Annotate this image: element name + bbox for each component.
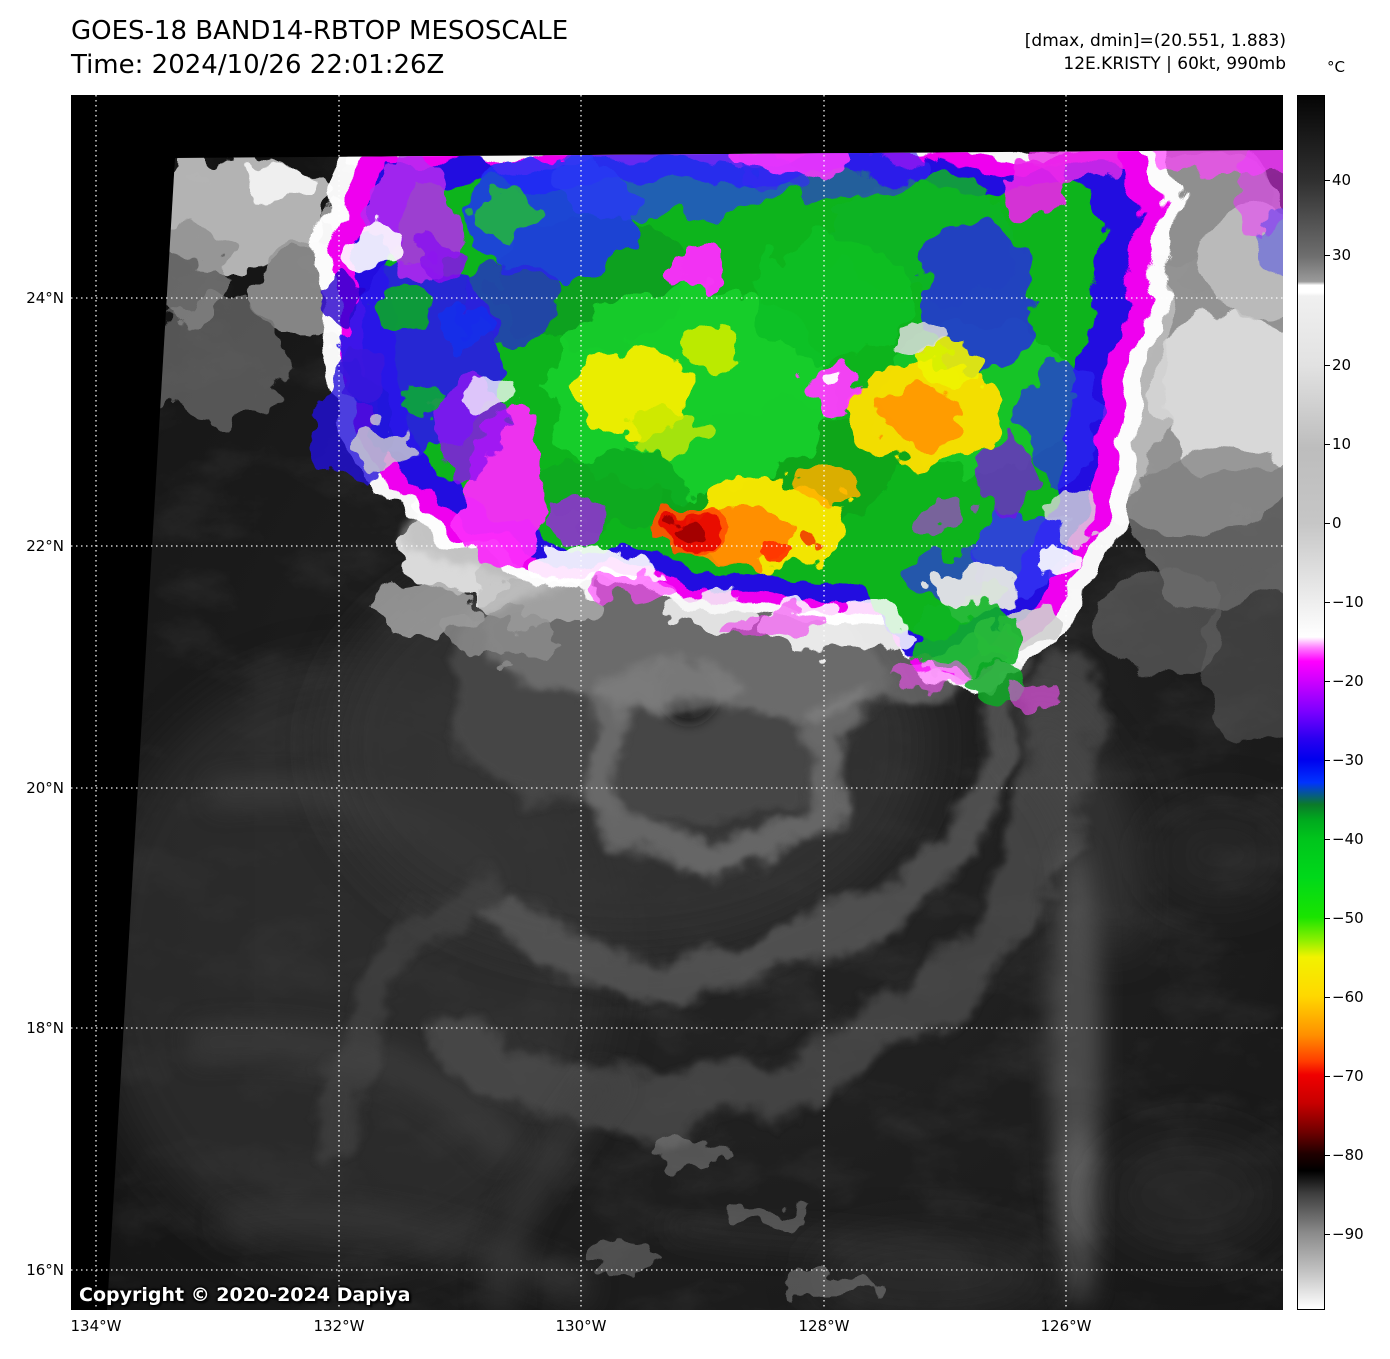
colorbar-tick-10: 10: [1324, 435, 1376, 453]
cold-cloud-shield: [313, 150, 1283, 714]
lat-label-22n: 22°N: [26, 537, 64, 555]
colorbar-tick-0: 0: [1324, 514, 1376, 532]
header-right: [dmax, dmin]=(20.551, 1.883) 12E.KRISTY …: [1025, 30, 1286, 76]
lon-label-132w: 132°W: [313, 1317, 365, 1335]
colorbar: [1297, 95, 1325, 1310]
image-timestamp: Time: 2024/10/26 22:01:26Z: [71, 50, 445, 80]
colorbar-tick-m20: −20: [1324, 672, 1376, 690]
lat-label-18n: 18°N: [26, 1019, 64, 1037]
dmax-dmin-readout: [dmax, dmin]=(20.551, 1.883): [1024, 31, 1286, 51]
image-title: GOES-18 BAND14-RBTOP MESOSCALE: [71, 16, 569, 46]
colorbar-tick-m40: −40: [1324, 830, 1376, 848]
colorbar-tick-40: 40: [1324, 171, 1376, 189]
lon-label-126w: 126°W: [1040, 1317, 1092, 1335]
colorbar-tick-20: 20: [1324, 356, 1376, 374]
satellite-map: Copyright © 2020-2024 Dapiya: [71, 95, 1283, 1310]
lat-label-16n: 16°N: [26, 1261, 64, 1279]
lon-label-134w: 134°W: [70, 1317, 122, 1335]
lat-label-24n: 24°N: [26, 289, 64, 307]
colorbar-unit-label: °C: [1327, 58, 1345, 76]
copyright-watermark: Copyright © 2020-2024 Dapiya: [79, 1284, 411, 1306]
colorbar-tick-30: 30: [1324, 246, 1376, 264]
lon-label-130w: 130°W: [555, 1317, 607, 1335]
header-left: GOES-18 BAND14-RBTOP MESOSCALE Time: 202…: [71, 14, 568, 82]
storm-info: 12E.KRISTY | 60kt, 990mb: [1063, 54, 1286, 74]
lat-label-20n: 20°N: [26, 779, 64, 797]
colorbar-tick-m30: −30: [1324, 751, 1376, 769]
colorbar-tick-m10: −10: [1324, 593, 1376, 611]
colorbar-tick-m90: −90: [1324, 1225, 1376, 1243]
shield-interior-detail: [313, 150, 1283, 714]
colorbar-tick-m70: −70: [1324, 1067, 1376, 1085]
satellite-imagery: [71, 95, 1283, 1310]
colorbar-tick-m80: −80: [1324, 1146, 1376, 1164]
colorbar-tick-m50: −50: [1324, 909, 1376, 927]
grid-lines: [71, 95, 1283, 1310]
colorbar-tick-m60: −60: [1324, 988, 1376, 1006]
lon-label-128w: 128°W: [798, 1317, 850, 1335]
